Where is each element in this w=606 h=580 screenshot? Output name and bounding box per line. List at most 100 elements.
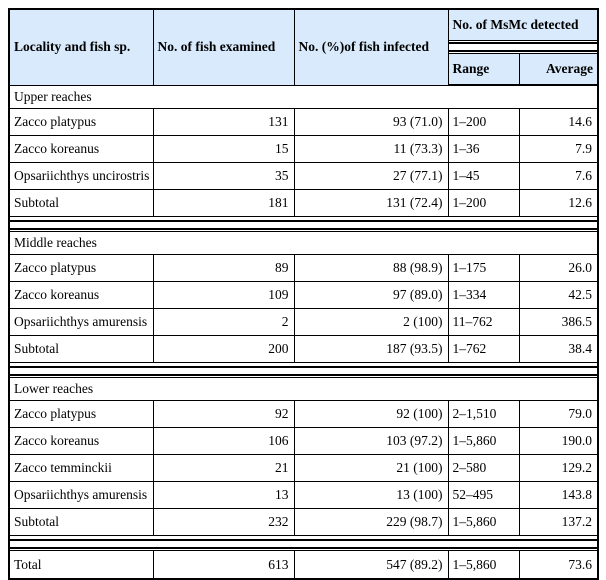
- page: Locality and fish sp. No. of fish examin…: [8, 8, 600, 580]
- examined-cell: 15: [152, 135, 295, 163]
- examined-cell: 232: [152, 508, 295, 536]
- range-cell: 1–175: [447, 254, 520, 282]
- col-header-msmc: No. of MsMc detected: [447, 8, 599, 41]
- range-cell: 1–200: [447, 108, 520, 136]
- range-cell: 1–36: [447, 135, 520, 163]
- species-cell: Zacco temminckii: [8, 454, 154, 482]
- average-cell: 79.0: [518, 400, 599, 428]
- table-row: Zacco platypus 89 88 (98.9) 1–175 26.0: [8, 254, 599, 282]
- range-cell: 2–1,510: [447, 400, 520, 428]
- average-cell: 42.5: [518, 281, 599, 309]
- range-cell: 1–334: [447, 281, 520, 309]
- species-cell: Subtotal: [8, 508, 154, 536]
- section-separator: [8, 216, 599, 232]
- table-row: Opsariichthys uncirostris 35 27 (77.1) 1…: [8, 162, 599, 190]
- table-row: Opsariichthys amurensis 13 13 (100) 52–4…: [8, 481, 599, 509]
- examined-cell: 181: [152, 189, 295, 217]
- species-cell: Zacco platypus: [8, 108, 154, 136]
- subtotal-row: Subtotal 200 187 (93.5) 1–762 38.4: [8, 335, 599, 363]
- average-cell: 137.2: [518, 508, 599, 536]
- total-row: Total 613 547 (89.2) 1–5,860 73.6: [8, 550, 599, 580]
- section-header-row: Upper reaches: [8, 84, 599, 109]
- infected-cell: 2 (100): [293, 308, 449, 336]
- examined-cell: 35: [152, 162, 295, 190]
- range-cell: 1–5,860: [447, 427, 520, 455]
- header-double-rule: [449, 42, 598, 52]
- infection-summary-table: Locality and fish sp. No. of fish examin…: [8, 8, 600, 580]
- species-cell: Opsariichthys amurensis: [8, 481, 154, 509]
- examined-cell: 92: [152, 400, 295, 428]
- double-rule: [10, 366, 598, 376]
- infected-cell: 131 (72.4): [293, 189, 449, 217]
- infected-cell: 187 (93.5): [293, 335, 449, 363]
- table-row: Zacco platypus 92 92 (100) 2–1,510 79.0: [8, 400, 599, 428]
- col-header-locality: Locality and fish sp.: [8, 8, 154, 86]
- examined-cell: 109: [152, 281, 295, 309]
- table-row: Zacco koreanus 109 97 (89.0) 1–334 42.5: [8, 281, 599, 309]
- species-cell: Zacco koreanus: [8, 281, 154, 309]
- examined-cell: 200: [152, 335, 295, 363]
- header-double-rule-row: [9, 40, 599, 54]
- average-cell: 143.8: [518, 481, 599, 509]
- header-row-sub: Range Average: [9, 53, 599, 86]
- infected-cell: 21 (100): [293, 454, 449, 482]
- col-header-examined: No. of fish examined: [152, 8, 295, 86]
- infected-cell: 547 (89.2): [293, 550, 449, 580]
- section-header-row: Lower reaches: [8, 377, 599, 401]
- species-cell: Zacco koreanus: [8, 427, 154, 455]
- species-cell: Zacco platypus: [8, 254, 154, 282]
- infected-cell: 97 (89.0): [293, 281, 449, 309]
- average-cell: 129.2: [518, 454, 599, 482]
- infected-cell: 11 (73.3): [293, 135, 449, 163]
- separator-cell: [8, 535, 599, 551]
- separator-cell: [8, 216, 599, 232]
- section-title: Lower reaches: [8, 377, 599, 401]
- table-row: Opsariichthys amurensis 2 2 (100) 11–762…: [8, 308, 599, 336]
- table-body: Upper reaches Zacco platypus 131 93 (71.…: [8, 84, 599, 580]
- species-cell: Opsariichthys amurensis: [8, 308, 154, 336]
- section-header-row: Middle reaches: [8, 231, 599, 255]
- table-row: Zacco koreanus 15 11 (73.3) 1–36 7.9: [8, 135, 599, 163]
- examined-cell: 106: [152, 427, 295, 455]
- infected-cell: 92 (100): [293, 400, 449, 428]
- species-cell: Subtotal: [8, 335, 154, 363]
- average-cell: 7.9: [518, 135, 599, 163]
- examined-cell: 13: [152, 481, 295, 509]
- species-cell: Opsariichthys uncirostris: [8, 162, 154, 190]
- table-row: Zacco temminckii 21 21 (100) 2–580 129.2: [8, 454, 599, 482]
- separator-cell: [8, 362, 599, 378]
- examined-cell: 89: [152, 254, 295, 282]
- range-cell: 52–495: [447, 481, 520, 509]
- double-rule: [10, 220, 598, 230]
- average-cell: 12.6: [518, 189, 599, 217]
- species-cell: Zacco koreanus: [8, 135, 154, 163]
- header-rule-cell: [447, 40, 599, 54]
- subtotal-row: Subtotal 181 131 (72.4) 1–200 12.6: [8, 189, 599, 217]
- infected-cell: 229 (98.7): [293, 508, 449, 536]
- infected-cell: 88 (98.9): [293, 254, 449, 282]
- header-row-main: Locality and fish sp. No. of fish examin…: [8, 8, 599, 86]
- section-title: Upper reaches: [8, 84, 599, 109]
- subtotal-row: Subtotal 232 229 (98.7) 1–5,860 137.2: [8, 508, 599, 536]
- section-separator: [8, 535, 599, 551]
- species-cell: Zacco platypus: [8, 400, 154, 428]
- range-cell: 1–45: [447, 162, 520, 190]
- average-cell: 190.0: [518, 427, 599, 455]
- range-cell: 2–580: [447, 454, 520, 482]
- average-cell: 14.6: [518, 108, 599, 136]
- range-cell: 1–5,860: [447, 508, 520, 536]
- species-cell: Subtotal: [8, 189, 154, 217]
- infected-cell: 27 (77.1): [293, 162, 449, 190]
- examined-cell: 131: [152, 108, 295, 136]
- examined-cell: 2: [152, 308, 295, 336]
- average-cell: 73.6: [518, 550, 599, 580]
- species-cell: Total: [8, 550, 154, 580]
- col-header-range: Range: [447, 53, 520, 86]
- table-row: Zacco platypus 131 93 (71.0) 1–200 14.6: [8, 108, 599, 136]
- col-header-infected: No. (%)of fish infected: [293, 8, 449, 86]
- double-rule: [10, 539, 598, 549]
- range-cell: 1–5,860: [447, 550, 520, 580]
- section-separator: [8, 362, 599, 378]
- examined-cell: 613: [152, 550, 295, 580]
- infected-cell: 13 (100): [293, 481, 449, 509]
